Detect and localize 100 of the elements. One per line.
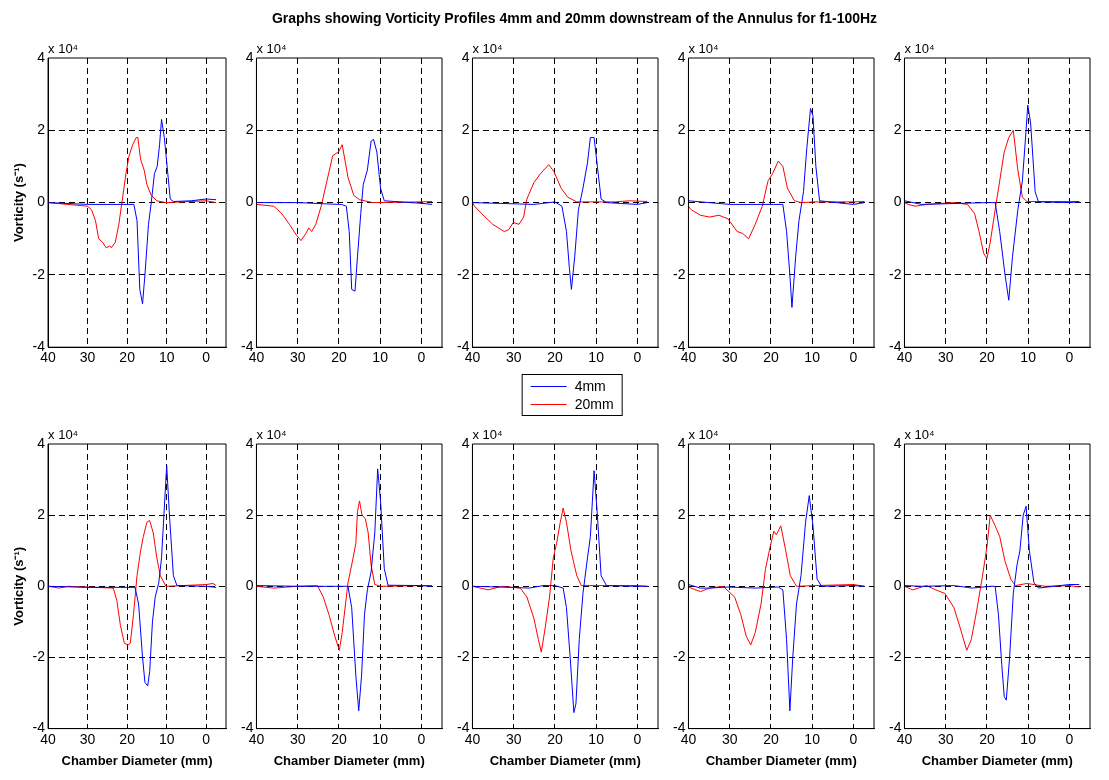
text: x 10⁴ [688, 427, 719, 443]
y-axis-title: Vorticity (s⁻¹) [11, 163, 27, 243]
y-tick-label: 2 [677, 506, 686, 523]
y-tick-label: 4 [893, 434, 902, 451]
x-tick-label: 30 [721, 730, 738, 747]
x-tick-label: 10 [158, 730, 175, 747]
x-tick-label: 10 [158, 349, 175, 366]
text: x 10⁴ [256, 427, 287, 443]
text: x 10⁴ [256, 41, 287, 57]
x-tick-label: 30 [505, 730, 522, 747]
x-tick-label: 30 [79, 349, 96, 366]
y-tick-label: 2 [461, 121, 470, 138]
x-tick-label: 30 [79, 730, 96, 747]
y-tick-label: -2 [241, 648, 254, 665]
y-tick-label: -2 [32, 265, 46, 282]
x-tick-label: 20 [763, 349, 779, 366]
x-tick-label: 0 [202, 730, 211, 747]
y-tick-label: 4 [461, 48, 470, 65]
x-tick-label: 0 [417, 730, 426, 747]
y-tick-label: 4 [37, 48, 46, 65]
y-tick-label: 2 [245, 506, 254, 523]
y-tick-label: 2 [37, 121, 46, 138]
x-tick-label: 0 [633, 730, 642, 747]
y-tick-label: 2 [677, 121, 686, 138]
text: x 10⁴ [472, 41, 503, 57]
y-tick-label: 0 [245, 193, 254, 210]
y-tick-label: 2 [461, 506, 470, 523]
y-tick-label: 0 [677, 193, 686, 210]
y-tick-label: 0 [37, 193, 46, 210]
text: Graphs showing Vorticity Profiles 4mm and 20mm downstream of the Annulus for f1-100Hz [271, 10, 878, 26]
text: x 10⁴ [48, 427, 79, 443]
text: x 10⁴ [48, 41, 79, 57]
y-tick-label: -2 [457, 648, 470, 665]
x-tick-label: 20 [979, 730, 995, 747]
x-tick-label: 30 [505, 349, 522, 366]
y-tick-label: 4 [461, 434, 470, 451]
y-tick-label: 2 [893, 506, 902, 523]
x-tick-label: 10 [588, 730, 605, 747]
legend-label: 4mm [574, 377, 606, 395]
x-tick-label: 0 [1065, 730, 1074, 747]
x-tick-label: 0 [417, 349, 426, 366]
text: x 10⁴ [904, 41, 935, 57]
x-tick-label: 20 [119, 349, 136, 366]
y-tick-label: 4 [677, 48, 686, 65]
y-tick-label: 0 [245, 577, 254, 594]
y-tick-label: 2 [37, 506, 46, 523]
y-tick-label: -2 [673, 648, 686, 665]
x-tick-label: 30 [289, 730, 306, 747]
y-tick-label: -2 [457, 265, 470, 282]
x-tick-label: 20 [547, 730, 563, 747]
y-axis-title: Vorticity (s⁻¹) [11, 546, 27, 626]
x-tick-label: 0 [849, 349, 858, 366]
x-axis-title: Chamber Diameter (mm) [273, 752, 425, 768]
y-tick-label: 4 [893, 48, 902, 65]
x-tick-label: 30 [721, 349, 738, 366]
x-tick-label: 20 [119, 730, 136, 747]
x-tick-label: 0 [202, 349, 211, 366]
x-axis-title: Chamber Diameter (mm) [61, 752, 213, 768]
x-tick-label: 0 [1065, 349, 1074, 366]
y-tick-label: 0 [677, 577, 686, 594]
y-tick-label: 0 [461, 577, 470, 594]
x-tick-label: 10 [372, 349, 389, 366]
x-tick-label: 10 [1020, 349, 1037, 366]
text: x 10⁴ [472, 427, 503, 443]
x-axis-title: Chamber Diameter (mm) [489, 752, 641, 768]
x-tick-label: 20 [331, 349, 347, 366]
x-tick-label: 0 [849, 730, 858, 747]
x-tick-label: 20 [331, 730, 347, 747]
y-tick-label: -2 [32, 648, 46, 665]
x-tick-label: 10 [804, 349, 821, 366]
x-axis-title: Chamber Diameter (mm) [705, 752, 857, 768]
y-tick-label: -2 [241, 265, 254, 282]
y-tick-label: 4 [37, 434, 46, 451]
x-tick-label: 10 [804, 730, 821, 747]
x-axis-title: Chamber Diameter (mm) [921, 752, 1073, 768]
y-tick-label: 0 [893, 193, 902, 210]
x-tick-label: 20 [763, 730, 779, 747]
y-tick-label: 0 [461, 193, 470, 210]
y-tick-label: -2 [673, 265, 686, 282]
x-tick-label: 10 [588, 349, 605, 366]
y-tick-label: 4 [245, 48, 254, 65]
y-tick-label: 0 [37, 577, 46, 594]
y-tick-label: 0 [893, 577, 902, 594]
x-tick-label: 30 [937, 730, 954, 747]
x-tick-label: 20 [547, 349, 563, 366]
y-tick-label: 4 [245, 434, 254, 451]
y-tick-label: 4 [677, 434, 686, 451]
text: x 10⁴ [904, 427, 935, 443]
y-tick-label: 2 [245, 121, 254, 138]
legend-label: 20mm [574, 395, 614, 413]
y-tick-label: -2 [889, 648, 902, 665]
y-tick-label: -2 [889, 265, 902, 282]
x-tick-label: 20 [979, 349, 995, 366]
x-tick-label: 30 [937, 349, 954, 366]
x-tick-label: 0 [633, 349, 642, 366]
x-tick-label: 10 [1020, 730, 1037, 747]
x-tick-label: 10 [372, 730, 389, 747]
x-tick-label: 30 [289, 349, 306, 366]
y-tick-label: 2 [893, 121, 902, 138]
text: x 10⁴ [688, 41, 719, 57]
